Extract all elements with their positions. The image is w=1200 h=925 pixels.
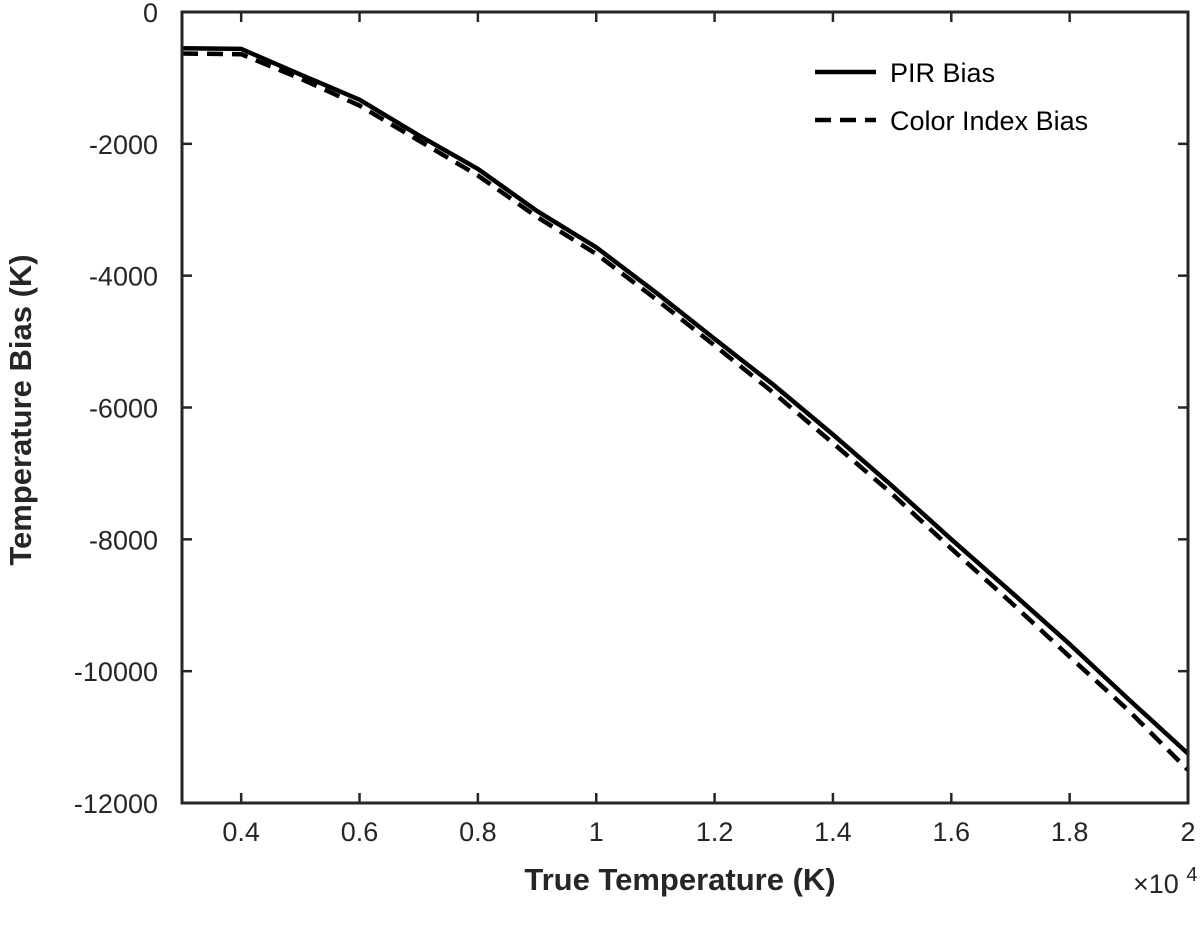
x-tick-label: 1.2 [696,817,734,847]
y-tick-label: -12000 [74,789,158,819]
y-tick-label: -2000 [89,130,158,160]
x-tick-label: 1 [589,817,604,847]
legend-label-color-index-bias: Color Index Bias [890,106,1088,136]
x-tick-label: 1.8 [1051,817,1089,847]
series-layer [181,46,1190,772]
y-tick-label: -4000 [89,262,158,292]
x-axis-multiplier-exponent: 4 [1186,864,1197,886]
x-tick-label: 0.8 [459,817,497,847]
series-line-pir-bias [181,46,1190,756]
legend: PIR Bias Color Index Bias [815,58,1088,136]
y-tick-label: 0 [143,0,158,28]
x-axis-title: True Temperature (K) [524,862,835,897]
x-axis-multiplier: ×10 4 [1133,864,1197,899]
series-line-color-index-bias [181,51,1190,772]
x-axis-multiplier-base: ×10 [1133,869,1179,899]
y-axis-title: Temperature Bias (K) [3,254,38,565]
y-tick-label: -8000 [89,525,158,555]
x-tick-label: 0.4 [222,817,260,847]
legend-label-pir-bias: PIR Bias [890,58,995,88]
x-tick-label: 2 [1180,817,1195,847]
y-tick-label: -6000 [89,394,158,424]
x-tick-label: 1.4 [814,817,852,847]
y-tick-label: -10000 [74,657,158,687]
x-tick-label: 1.6 [933,817,971,847]
axes-layer: 0.4 0.6 0.8 1 1.2 1.4 1.6 1.8 2 0 -2000 -4000 -6000 -… [74,0,1196,847]
x-tick-label: 0.6 [341,817,379,847]
